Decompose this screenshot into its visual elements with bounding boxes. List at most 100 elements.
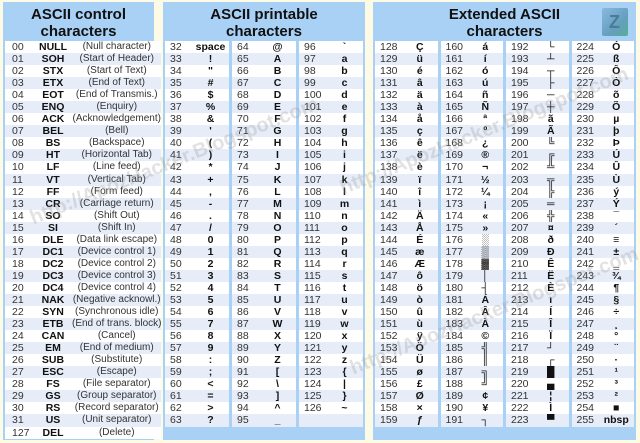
table-row: 50 2 (165, 257, 229, 270)
char-glyph: ì (418, 197, 422, 210)
table-row: 184 © (440, 330, 503, 343)
table-row: 218 ┌ (506, 354, 569, 367)
table-row: 146 Æ (375, 257, 438, 270)
table-row: 210 Ê (506, 257, 569, 270)
char-code: 201 (511, 149, 529, 162)
table-row: 252 ³ (571, 378, 634, 391)
char-glyph: ç (416, 125, 423, 138)
char-glyph: Ò (612, 77, 621, 90)
char-abbreviation: VT (46, 173, 60, 186)
char-code: 162 (445, 65, 464, 78)
char-code: 153 (380, 342, 398, 355)
char-code: 89 (237, 342, 249, 355)
char-code: 108 (304, 185, 322, 198)
char-code: 69 (237, 101, 249, 114)
char-code: 208 (511, 233, 529, 246)
table-row: 36 $ (165, 89, 229, 102)
char-glyph: r (342, 257, 347, 270)
char-glyph: x (341, 330, 348, 343)
char-code: 34 (170, 65, 182, 78)
char-code: 35 (170, 77, 182, 90)
char-code: 71 (237, 125, 249, 138)
char-code: 76 (237, 185, 249, 198)
char-glyph: ¢ (482, 390, 489, 403)
table-row: 232 Þ (571, 137, 634, 150)
char-glyph: X (273, 330, 281, 343)
table-row: 51 3 (165, 269, 229, 282)
char-description: (Carriage return) (79, 197, 154, 209)
table-row: 226 Ô (571, 65, 634, 78)
char-glyph: » (482, 221, 489, 234)
char-glyph: . (209, 209, 212, 222)
table-row: 61 = (165, 390, 229, 403)
extended-characters-title: Extended ASCII characters (448, 6, 561, 40)
char-code: 184 (445, 330, 464, 343)
char-code: 80 (237, 233, 249, 246)
char-glyph: Q (273, 245, 282, 258)
char-code: 246 (576, 306, 595, 319)
char-code: 145 (380, 245, 398, 258)
table-row: 111 o (299, 221, 363, 234)
char-code: 24 (12, 330, 24, 343)
table-row: 30 RS (Record separator) (5, 402, 162, 415)
char-glyph: ï (418, 173, 422, 186)
char-glyph: ‗ (613, 257, 620, 270)
char-code: 213 (511, 293, 529, 306)
char-code: 194 (511, 65, 529, 78)
table-row: 14 SO (Shift Out) (5, 209, 162, 222)
char-code: 207 (511, 221, 529, 234)
char-code: 49 (170, 245, 182, 258)
char-code: 112 (304, 233, 321, 246)
table-row: 132 ä (375, 89, 438, 102)
char-glyph: Ñ (481, 101, 490, 114)
char-code: 190 (445, 402, 464, 415)
char-code: 121 (304, 342, 322, 355)
char-description: (Acknowledgement) (72, 113, 161, 125)
table-row: 196 ─ (506, 89, 569, 102)
char-code: 177 (445, 245, 464, 258)
table-row: 67 C (232, 77, 296, 90)
char-abbreviation: DC3 (42, 269, 64, 282)
char-code: 217 (511, 342, 529, 355)
table-row: 07 BEL (Bell) (5, 125, 162, 138)
char-description: (Group separator) (77, 390, 157, 402)
char-description: (Start of Header) (79, 53, 154, 65)
table-row: 216 Ï (506, 330, 569, 343)
table-row (299, 414, 363, 427)
table-row: 57 9 (165, 342, 229, 355)
char-glyph: s (341, 269, 348, 282)
char-glyph: ü (416, 53, 423, 66)
char-abbreviation: DC2 (42, 257, 64, 270)
char-code: 142 (380, 209, 398, 222)
table-row: 195 ├ (506, 77, 569, 90)
char-code: 58 (170, 354, 182, 367)
char-glyph: ² (614, 390, 619, 403)
char-code: 161 (445, 53, 464, 66)
char-code: 104 (304, 137, 322, 150)
table-row: 114 r (299, 257, 363, 270)
char-glyph: û (416, 306, 423, 319)
table-row: 13 CR (Carriage return) (5, 197, 162, 210)
char-glyph: ¬ (482, 161, 489, 174)
char-code: 242 (576, 257, 595, 270)
table-row: 180 ┤ (440, 281, 503, 294)
table-row: 197 ┼ (506, 101, 569, 114)
char-code: 83 (237, 269, 249, 282)
char-code: 136 (380, 137, 398, 150)
char-glyph: L (274, 185, 281, 198)
char-glyph: æ (415, 245, 425, 258)
char-code: 254 (576, 402, 595, 415)
table-row: 116 t (299, 281, 363, 294)
char-glyph: î (418, 185, 422, 198)
char-code: 109 (304, 197, 322, 210)
char-code: 53 (170, 293, 182, 306)
char-code: 255 (576, 414, 595, 427)
char-code: 70 (237, 113, 249, 126)
char-glyph: N (273, 209, 282, 222)
table-row: 175 » (440, 221, 503, 234)
table-row: 243 ¾ (571, 269, 634, 282)
char-code: 192 (511, 41, 529, 53)
table-row: 96 ` (299, 41, 363, 54)
char-abbreviation: STX (42, 65, 64, 78)
char-code: 129 (380, 53, 398, 66)
